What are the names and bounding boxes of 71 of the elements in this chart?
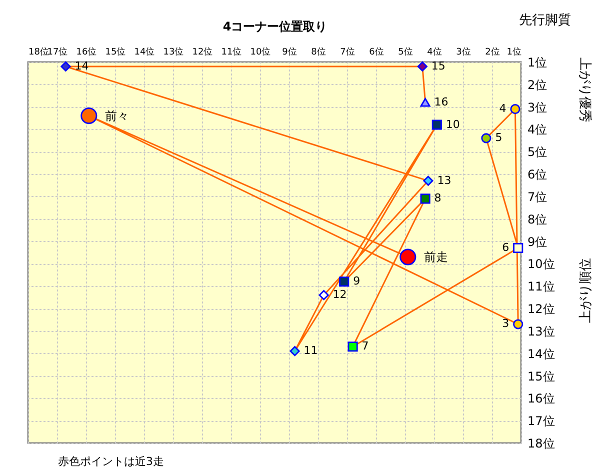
annotation: 4	[499, 102, 506, 116]
point	[80, 108, 98, 124]
x-tick-label: 13位	[163, 46, 184, 58]
annotation: 8	[434, 192, 442, 205]
annotation: 6	[502, 241, 510, 254]
point	[432, 120, 442, 130]
x-tick-label: 12位	[192, 46, 213, 58]
y-tick-label: 18位	[528, 436, 555, 450]
y-tick-label: 10位	[528, 257, 555, 272]
y-tick-label: 2位	[528, 78, 548, 92]
point	[420, 194, 430, 204]
point	[400, 248, 416, 266]
annotation: 12	[332, 288, 347, 302]
x-tick-label: 5位	[398, 46, 413, 58]
x-tick-label: 4位	[427, 46, 442, 58]
x-tick-label: 10位	[250, 46, 271, 58]
y-tick-label: 17位	[528, 414, 555, 428]
y-tick-label: 1位	[528, 56, 548, 70]
y-tick-label: 15位	[528, 369, 555, 384]
x-tick-label: 8位	[311, 46, 326, 58]
text: 上がり優秀	[577, 58, 592, 122]
point	[318, 290, 329, 300]
x-tick-label: 14位	[134, 46, 155, 58]
text: 先行脚質	[519, 13, 571, 28]
y-tick-label: 9位	[528, 234, 548, 249]
point	[513, 242, 524, 254]
y-tick-label: 8位	[528, 212, 548, 226]
y-tick-label: 7位	[528, 190, 548, 204]
point	[290, 346, 300, 356]
annotation: 13	[437, 174, 452, 187]
y-tick-label: 16位	[528, 392, 555, 406]
x-tick-label: 11位	[221, 46, 242, 58]
y-tick-label: 11位	[528, 280, 555, 294]
y-tick-label: 12位	[528, 302, 555, 316]
x-tick-label: 1位	[506, 46, 522, 58]
point	[417, 61, 428, 72]
annotation: 11	[304, 344, 318, 358]
series-label: 前走	[424, 250, 448, 264]
annotation: 5	[495, 131, 502, 144]
point	[510, 104, 520, 114]
point	[420, 98, 430, 107]
annotation: 16	[434, 95, 448, 108]
point	[339, 276, 350, 287]
y-tick-label: 13位	[528, 324, 555, 338]
y-tick-label: 5位	[528, 145, 548, 160]
point	[423, 176, 434, 186]
text: 赤色ポイントは近3走	[58, 455, 164, 468]
y-axis-title: 上がり順位	[578, 258, 594, 323]
x-tick-label: 18位	[28, 46, 49, 58]
x-tick-label: 6位	[369, 46, 384, 58]
x-axis-title: 4コーナー位置取り	[222, 20, 328, 34]
y-tick-label: 4位	[528, 122, 548, 137]
annotation: 3	[502, 317, 510, 330]
y-tick-label: 6位	[528, 168, 548, 182]
x-tick-label: 15位	[105, 46, 126, 58]
annotation: 10	[446, 118, 460, 131]
series-label: 前々	[104, 108, 129, 123]
x-tick-label: 2位	[485, 46, 500, 58]
annotation: 9	[353, 274, 360, 288]
point	[60, 61, 71, 72]
x-tick-label: 7位	[340, 46, 355, 58]
point	[513, 319, 524, 330]
x-tick-label: 16位	[76, 46, 97, 58]
annotation: 7	[362, 340, 369, 353]
point	[481, 133, 492, 144]
y-tick-label: 14位	[528, 346, 555, 361]
point	[348, 342, 358, 352]
x-tick-label: 9位	[282, 46, 297, 58]
x-tick-label: 3位	[456, 46, 471, 58]
y-tick-label: 3位	[528, 100, 548, 114]
annotation: 15	[431, 59, 446, 72]
